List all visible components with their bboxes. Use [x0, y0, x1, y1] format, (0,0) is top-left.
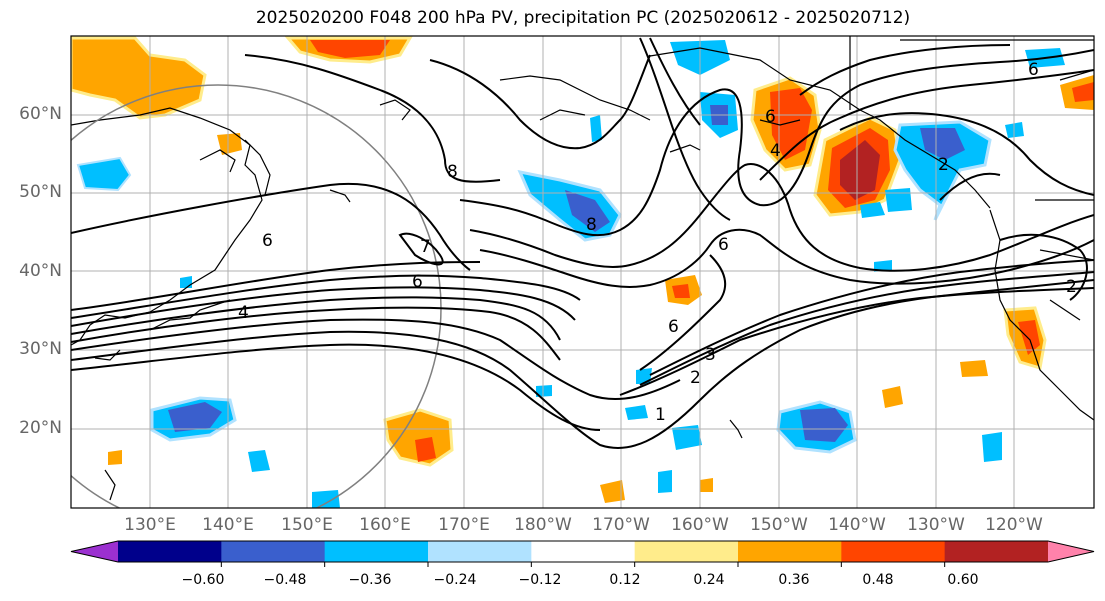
- precip-shading: [71, 36, 1094, 508]
- contour-label: 4: [238, 303, 249, 323]
- precip-negative-region: [76, 156, 132, 192]
- precip-negative-region: [982, 432, 1002, 462]
- contour-label: 7: [420, 237, 431, 257]
- precip-negative-region: [860, 202, 885, 218]
- precip-positive-region: [310, 40, 390, 58]
- precip-negative-region: [874, 260, 892, 272]
- colorbar-swatch: [118, 541, 222, 562]
- lon-label: 150°W: [750, 515, 808, 535]
- precip-positive-region: [415, 437, 436, 462]
- colorbar-swatch: [324, 541, 429, 562]
- coastlines: [71, 36, 1094, 501]
- lon-label: 150°E: [281, 515, 333, 535]
- precip-negative-region: [920, 128, 965, 160]
- precip-negative-region: [800, 408, 848, 442]
- colorbar-extension-high: [1048, 541, 1094, 562]
- contour-label: 8: [586, 215, 597, 235]
- precip-positive-region: [1072, 82, 1094, 102]
- colorbar-tick-label: 0.60: [947, 572, 979, 588]
- lat-label-40n: 40°N: [19, 261, 62, 281]
- precip-positive-region: [882, 386, 903, 408]
- contour-label: 6: [718, 235, 729, 255]
- colorbar-tick-label: −0.24: [433, 572, 477, 588]
- precip-negative-region: [565, 190, 610, 232]
- colorbar-tick-label: −0.12: [518, 572, 562, 588]
- precip-negative-region: [636, 368, 652, 384]
- lon-label: 170°W: [592, 515, 650, 535]
- pv-contours: [71, 37, 1094, 449]
- precip-negative-region: [893, 120, 992, 221]
- lat-label-30n: 30°N: [19, 339, 62, 359]
- lon-label: 120°W: [985, 515, 1043, 535]
- precip-positive-region: [1018, 320, 1040, 355]
- lon-label: 130°E: [124, 515, 176, 535]
- lon-label: 140°W: [828, 515, 886, 535]
- precip-positive-region: [71, 36, 207, 120]
- colorbar-swatch: [738, 541, 842, 562]
- precip-negative-region: [180, 276, 192, 288]
- colorbar-tick-label: 0.36: [778, 572, 810, 588]
- colorbar-swatch: [634, 541, 739, 562]
- colorbar-tick-label: −0.36: [348, 572, 392, 588]
- contour-label: 2: [1066, 277, 1077, 297]
- contour-label: 4: [770, 141, 781, 161]
- contour-labels: 8 7 6 4 6 2 8 6 6 4 6 3 2 1 2 6: [238, 60, 1077, 425]
- lon-label: 180°W: [514, 515, 572, 535]
- precip-positive-region: [960, 360, 988, 377]
- contour-label: 1: [655, 405, 666, 425]
- lat-label-60n: 60°N: [19, 104, 62, 124]
- precip-positive-region: [217, 133, 242, 155]
- contour-label: 2: [938, 155, 949, 175]
- colorbar-swatch: [944, 541, 1049, 562]
- lat-label-50n: 50°N: [19, 182, 62, 202]
- contour-label: 6: [1028, 60, 1039, 80]
- contour-label: 2: [690, 368, 701, 388]
- contour-label: 6: [412, 272, 423, 292]
- contour-label: 6: [262, 231, 273, 251]
- precip-negative-region: [672, 425, 702, 450]
- contour-label: 3: [705, 345, 716, 365]
- contour-label: 6: [765, 107, 776, 127]
- precip-negative-region: [536, 385, 552, 397]
- precip-positive-region: [600, 480, 625, 503]
- colorbar: [70, 540, 1095, 567]
- precip-positive-region: [108, 450, 122, 465]
- precip-negative-region: [885, 188, 912, 212]
- precip-negative-region: [625, 405, 648, 420]
- precip-positive-region: [672, 284, 690, 298]
- contour-label: 6: [668, 317, 679, 337]
- precip-negative-region: [590, 115, 602, 142]
- colorbar-tick-label: 0.24: [693, 572, 725, 588]
- lon-label: 160°E: [359, 515, 411, 535]
- colorbar-extension-low: [71, 541, 118, 562]
- colorbar-tick-label: 0.12: [609, 572, 641, 588]
- colorbar-swatch: [531, 541, 636, 562]
- lat-label-20n: 20°N: [19, 418, 62, 438]
- colorbar-outline: [70, 540, 1095, 563]
- map-gridlines: [71, 36, 1094, 508]
- colorbar-swatch: [221, 541, 326, 562]
- lon-label: 160°W: [671, 515, 729, 535]
- precip-negative-region: [248, 450, 270, 472]
- colorbar-tick-label: −0.48: [263, 572, 307, 588]
- precip-positive-region: [840, 140, 880, 200]
- precip-positive-region: [383, 408, 454, 467]
- lon-label: 140°E: [202, 515, 254, 535]
- colorbar-swatch: [841, 541, 946, 562]
- map-title: 2025020200 F048 200 hPa PV, precipitatio…: [255, 8, 911, 28]
- colorbar-swatch: [428, 541, 532, 562]
- lon-label: 170°E: [438, 515, 490, 535]
- precip-negative-region: [168, 402, 222, 432]
- lon-label: 130°W: [907, 515, 965, 535]
- colorbar-tick-label: −0.60: [181, 572, 225, 588]
- contour-label: 8: [447, 162, 458, 182]
- map-frame: [70, 35, 1095, 509]
- precip-negative-region: [658, 470, 672, 493]
- precip-negative-region: [312, 490, 340, 508]
- precip-positive-region: [700, 478, 713, 492]
- colorbar-tick-label: 0.48: [862, 572, 894, 588]
